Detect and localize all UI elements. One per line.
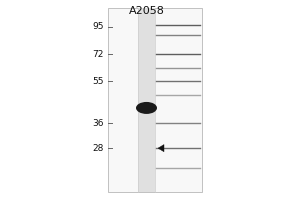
- Bar: [108, 8, 202, 192]
- Bar: [138, 8, 155, 192]
- Text: 55: 55: [92, 77, 104, 86]
- Text: 28: 28: [93, 144, 104, 153]
- Text: 95: 95: [92, 22, 104, 31]
- Text: A2058: A2058: [129, 6, 164, 16]
- Text: 72: 72: [93, 50, 104, 59]
- Text: 36: 36: [92, 119, 104, 128]
- Polygon shape: [158, 145, 164, 152]
- Ellipse shape: [136, 102, 157, 114]
